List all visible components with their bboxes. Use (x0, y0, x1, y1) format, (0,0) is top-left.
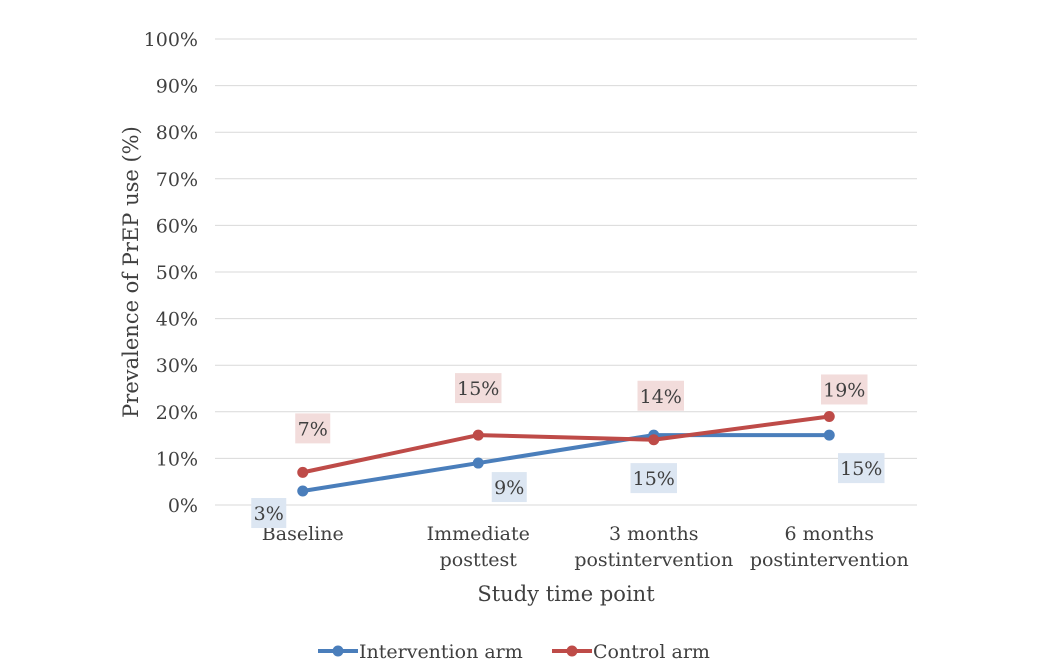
data-labels: 3% 9% 15% 15% 7% 15% 14% 19% (251, 373, 885, 529)
data-label-box (630, 463, 677, 494)
x-axis-categories: Baseline Immediate posttest 3 months postint… (262, 523, 909, 571)
data-point (472, 429, 484, 441)
x-category-line: 6 months (785, 523, 874, 545)
data-point (823, 410, 835, 422)
y-tick-label: 50% (156, 262, 198, 284)
data-label: 3% (254, 503, 284, 525)
legend-item: Control arm (552, 641, 710, 663)
x-category-line: postintervention (750, 549, 909, 571)
x-category-line: Immediate (427, 523, 530, 545)
data-label: 15% (633, 468, 675, 490)
y-tick-label: 30% (156, 355, 198, 377)
data-label: 14% (640, 386, 682, 408)
data-label-box (838, 453, 885, 484)
y-tick-label: 70% (156, 169, 198, 191)
y-tick-label: 40% (156, 309, 198, 331)
y-tick-label: 100% (144, 29, 198, 51)
x-category-label: Immediate posttest (427, 523, 530, 571)
data-label-box (821, 374, 868, 405)
data-point (823, 429, 835, 441)
data-point (472, 457, 484, 469)
legend: Intervention arm Control arm (318, 641, 710, 663)
x-category-label: Baseline (262, 523, 344, 545)
x-category-line: Baseline (262, 523, 344, 545)
data-point (297, 485, 309, 497)
x-category-label: 6 months postintervention (750, 523, 909, 571)
x-category-line: postintervention (574, 549, 733, 571)
series-line (300, 433, 832, 494)
series-intervention (297, 429, 835, 497)
x-category-label: 3 months postintervention (574, 523, 733, 571)
data-series (297, 410, 835, 497)
y-tick-label: 0% (168, 495, 198, 517)
series-control (297, 410, 835, 478)
data-label: 7% (298, 418, 328, 440)
data-label: 15% (840, 458, 882, 480)
data-label: 9% (494, 477, 524, 499)
x-category-line: posttest (440, 549, 518, 571)
y-tick-label: 80% (156, 122, 198, 144)
y-tick-label: 90% (156, 76, 198, 98)
data-label-box (455, 373, 502, 404)
data-label: 19% (823, 379, 865, 401)
data-label: 15% (457, 378, 499, 400)
data-label-box (251, 498, 287, 529)
legend-item: Intervention arm (318, 641, 523, 663)
y-tick-label: 60% (156, 215, 198, 237)
legend-marker (566, 645, 578, 657)
data-point (648, 434, 660, 446)
y-tick-label: 10% (156, 448, 198, 470)
x-axis-title: Study time point (477, 582, 655, 606)
data-label-box (295, 413, 331, 444)
legend-label: Intervention arm (359, 641, 523, 663)
data-label-box (491, 472, 527, 503)
legend-label: Control arm (593, 641, 710, 663)
y-axis-title: Prevalence of PrEP use (%) (119, 126, 143, 418)
series-line (300, 414, 832, 475)
x-category-line: 3 months (609, 523, 698, 545)
data-point (297, 466, 309, 478)
y-tick-label: 20% (156, 402, 198, 424)
data-label-box (637, 380, 684, 411)
legend-marker (332, 645, 344, 657)
y-axis-ticks: 0% 10% 20% 30% 40% 50% 60% 70% 80% 90% 100% (144, 29, 198, 517)
gridlines (215, 38, 917, 506)
